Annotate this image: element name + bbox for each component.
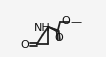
Text: O: O <box>54 32 63 42</box>
Text: —: — <box>70 16 81 26</box>
Text: NH: NH <box>34 23 51 33</box>
Polygon shape <box>48 27 58 32</box>
Text: O: O <box>20 40 29 49</box>
Text: O: O <box>61 16 70 26</box>
